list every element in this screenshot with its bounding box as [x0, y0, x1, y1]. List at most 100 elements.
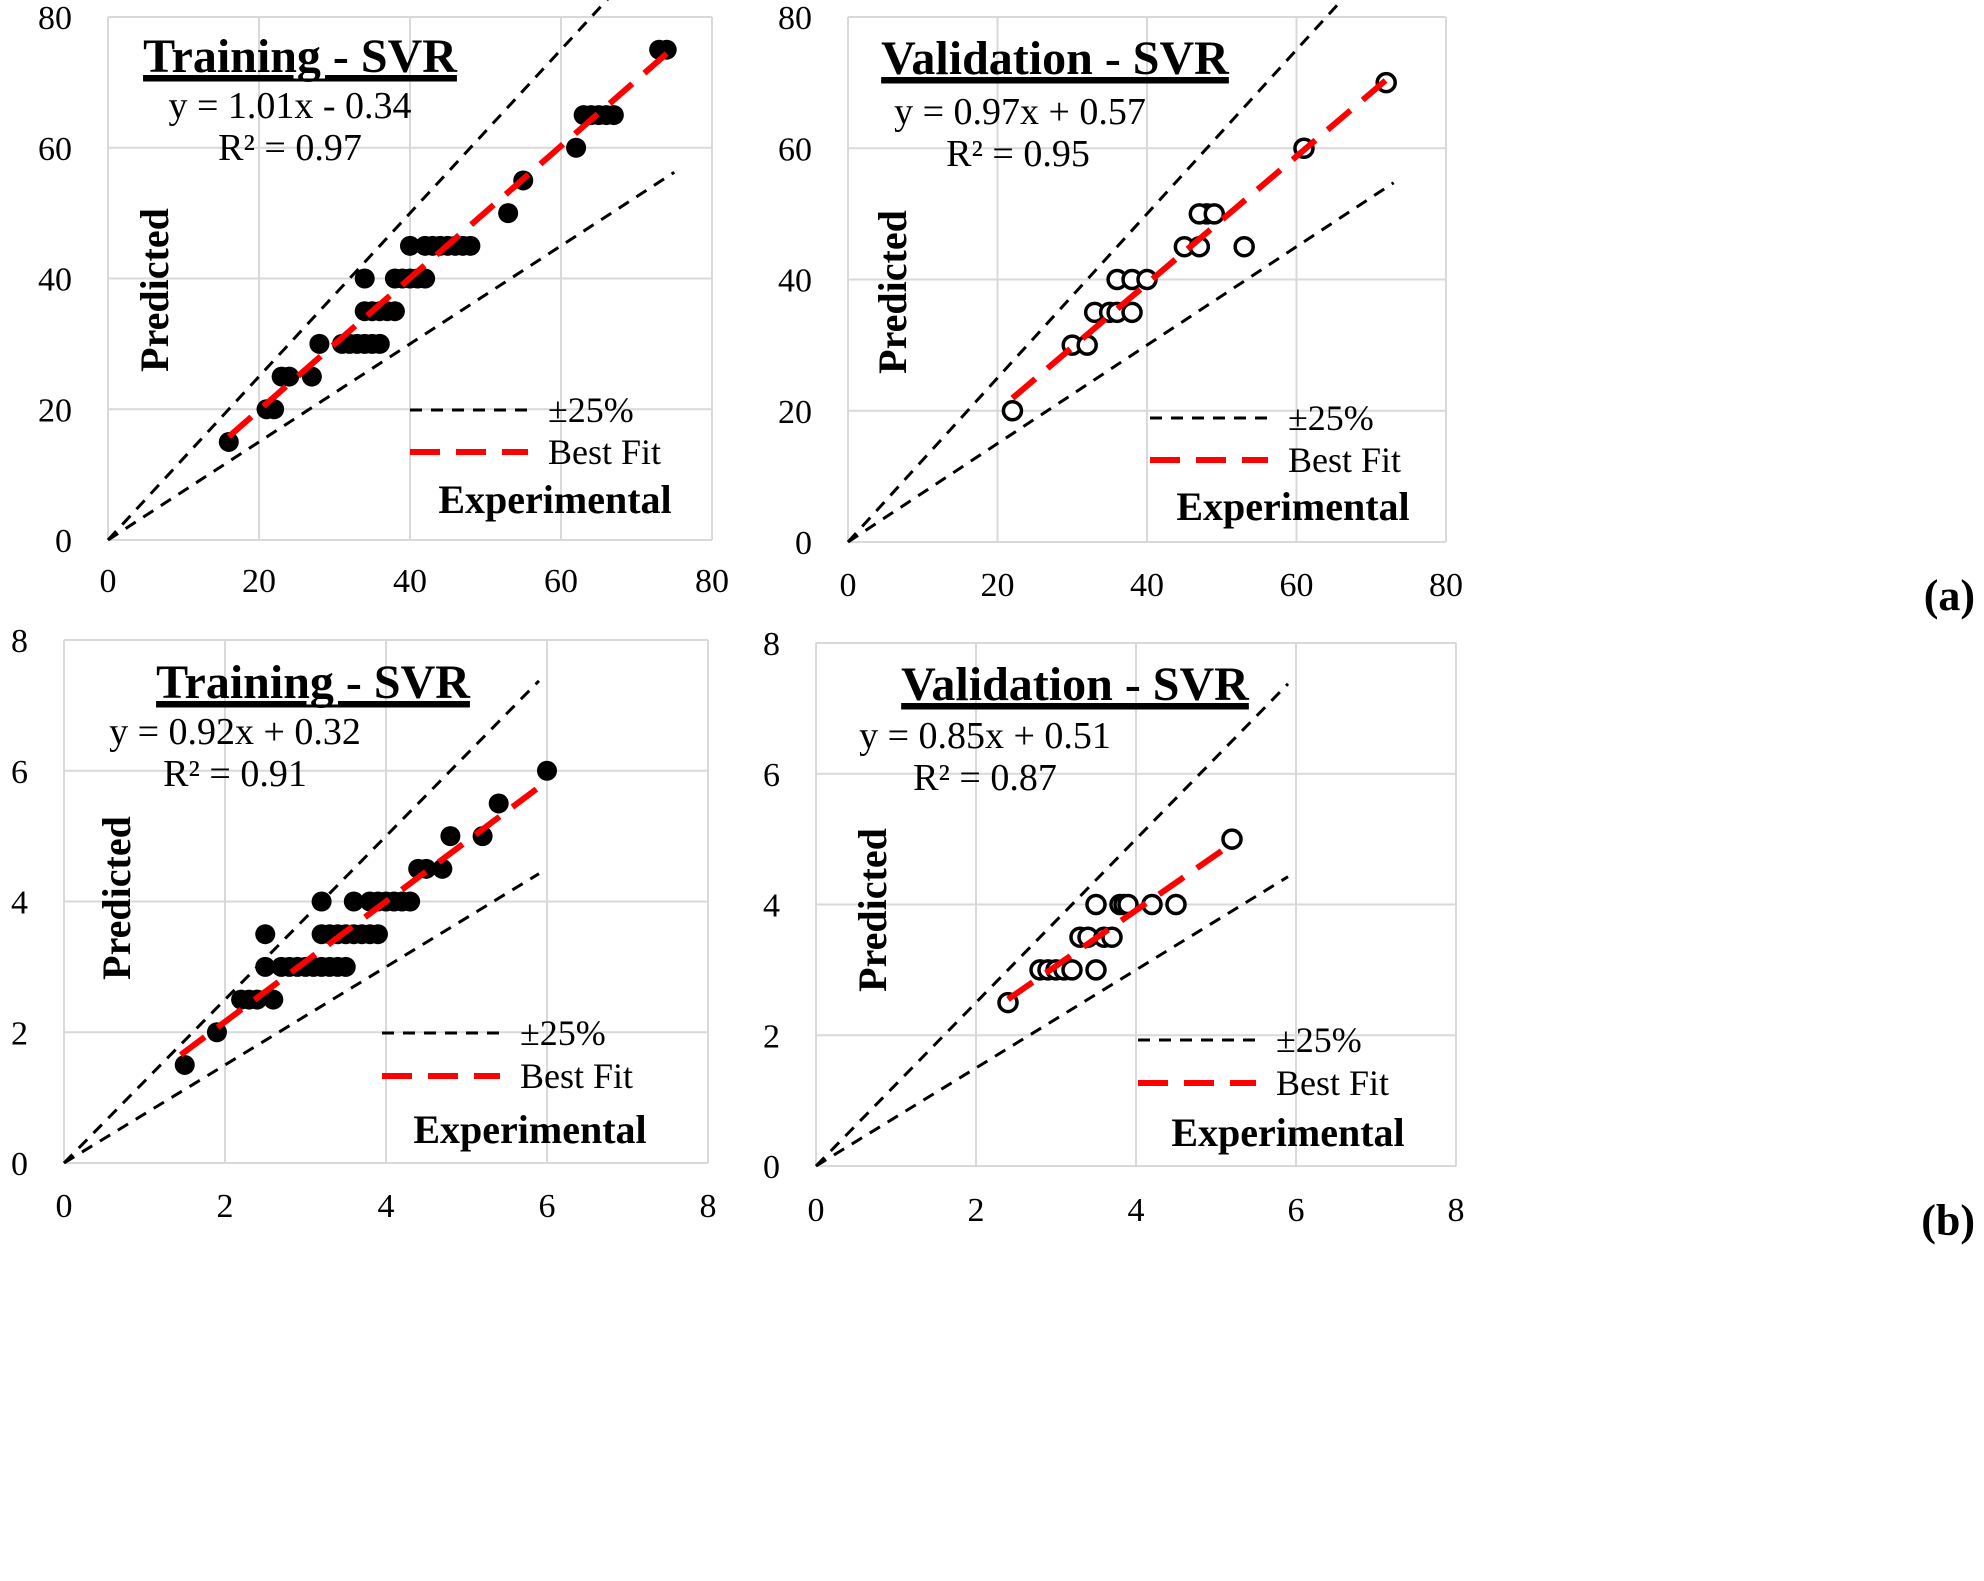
- x-tick-label: 4: [378, 1188, 395, 1225]
- y-axis-label: Predicted: [94, 816, 139, 980]
- data-point: [369, 333, 390, 354]
- best-fit-line: [178, 778, 549, 1058]
- data-point: [279, 366, 300, 387]
- data-point: [537, 760, 557, 781]
- x-tick-label: 0: [808, 1192, 825, 1229]
- data-point: [384, 301, 405, 322]
- upper-25-line: [814, 682, 1290, 1168]
- data-point: [1221, 828, 1243, 850]
- r-squared: R² = 0.91: [163, 753, 307, 795]
- x-axis-label: Experimental: [1171, 1110, 1404, 1155]
- data-point: [335, 956, 356, 977]
- data-point: [255, 956, 276, 977]
- x-axis-label: Experimental: [1176, 484, 1409, 529]
- x-tick-label: 0: [100, 563, 117, 600]
- chart-title: Training - SVR: [156, 656, 471, 709]
- data-point: [440, 826, 461, 847]
- data-point: [1233, 235, 1255, 258]
- x-tick-label: 80: [695, 563, 729, 600]
- x-tick-label: 0: [840, 567, 857, 604]
- best-fit-line: [1010, 77, 1389, 401]
- x-tick-label: 60: [544, 563, 578, 600]
- chart-1: 0 20 40 60 80 0 20 40 60 80 Validation - SVR y = 0.…: [778, 0, 1975, 620]
- data-point: [367, 924, 388, 945]
- legend-band-label: ±25%: [1276, 1020, 1362, 1060]
- y-tick-label: 20: [778, 394, 812, 431]
- panel-label: (a): [1924, 571, 1975, 620]
- fit-equation: y = 1.01x - 0.34: [168, 85, 411, 127]
- y-tick-label: 6: [11, 754, 28, 791]
- y-tick-label: 2: [763, 1018, 780, 1055]
- chart-title: Training - SVR: [143, 30, 458, 83]
- x-tick-label: 40: [1130, 567, 1164, 604]
- data-point: [255, 924, 276, 945]
- data-point: [603, 105, 624, 126]
- x-tick-label: 2: [217, 1188, 234, 1225]
- data-point: [498, 203, 519, 224]
- panel-label: (b): [1921, 1196, 1975, 1245]
- y-axis-label: Predicted: [850, 828, 895, 992]
- data-point: [343, 891, 364, 912]
- data-point: [311, 891, 332, 912]
- r-squared: R² = 0.87: [913, 757, 1057, 799]
- y-tick-label: 60: [38, 131, 72, 168]
- x-tick-label: 8: [700, 1188, 717, 1225]
- data-point: [415, 268, 436, 289]
- data-point: [400, 891, 421, 912]
- data-point: [1085, 893, 1107, 916]
- data-point: [263, 989, 284, 1010]
- y-tick-label: 80: [778, 0, 812, 37]
- y-tick-label: 40: [778, 263, 812, 300]
- data-point: [566, 137, 587, 158]
- y-axis-label: Predicted: [870, 210, 915, 374]
- y-tick-label: 60: [778, 131, 812, 168]
- data-point: [400, 235, 420, 256]
- y-tick-label: 6: [763, 757, 780, 794]
- data-point: [432, 858, 453, 879]
- y-tick-label: 0: [11, 1146, 28, 1183]
- data-point: [354, 268, 375, 289]
- y-tick-label: 0: [795, 525, 812, 562]
- chart-title: Validation - SVR: [881, 32, 1230, 85]
- y-tick-label: 80: [38, 0, 72, 37]
- fit-equation: y = 0.85x + 0.51: [859, 715, 1111, 757]
- legend-fit-label: Best Fit: [1276, 1063, 1389, 1103]
- x-tick-label: 20: [981, 567, 1015, 604]
- data-point: [309, 333, 330, 354]
- lower-25-line: [63, 872, 540, 1165]
- legend-band-label: ±25%: [520, 1013, 606, 1053]
- legend-band-label: ±25%: [1288, 398, 1374, 438]
- x-tick-label: 6: [539, 1188, 556, 1225]
- chart-title: Validation - SVR: [901, 658, 1250, 711]
- lower-25-line: [847, 181, 1395, 544]
- legend-fit-label: Best Fit: [1288, 440, 1401, 480]
- y-tick-label: 20: [38, 392, 72, 429]
- y-tick-label: 0: [55, 523, 72, 560]
- x-tick-label: 2: [968, 1192, 985, 1229]
- legend-band-label: ±25%: [548, 390, 634, 430]
- x-tick-label: 4: [1128, 1192, 1145, 1229]
- x-tick-label: 20: [242, 563, 276, 600]
- y-tick-label: 40: [38, 262, 72, 299]
- lower-25-line: [107, 171, 676, 542]
- y-tick-label: 4: [763, 888, 780, 925]
- upper-25-line: [62, 679, 541, 1165]
- data-point: [1001, 400, 1024, 422]
- data-point: [174, 1054, 195, 1075]
- data-point: [1121, 301, 1143, 324]
- y-tick-label: 0: [763, 1149, 780, 1186]
- x-axis-label: Experimental: [413, 1107, 646, 1152]
- data-point: [1085, 959, 1107, 981]
- lower-25-line: [815, 875, 1289, 1168]
- upper-25-line: [106, 0, 609, 542]
- data-point: [1165, 893, 1187, 916]
- y-tick-label: 4: [11, 885, 28, 922]
- y-tick-label: 2: [11, 1015, 28, 1052]
- x-tick-label: 0: [56, 1188, 73, 1225]
- data-point: [1076, 334, 1098, 356]
